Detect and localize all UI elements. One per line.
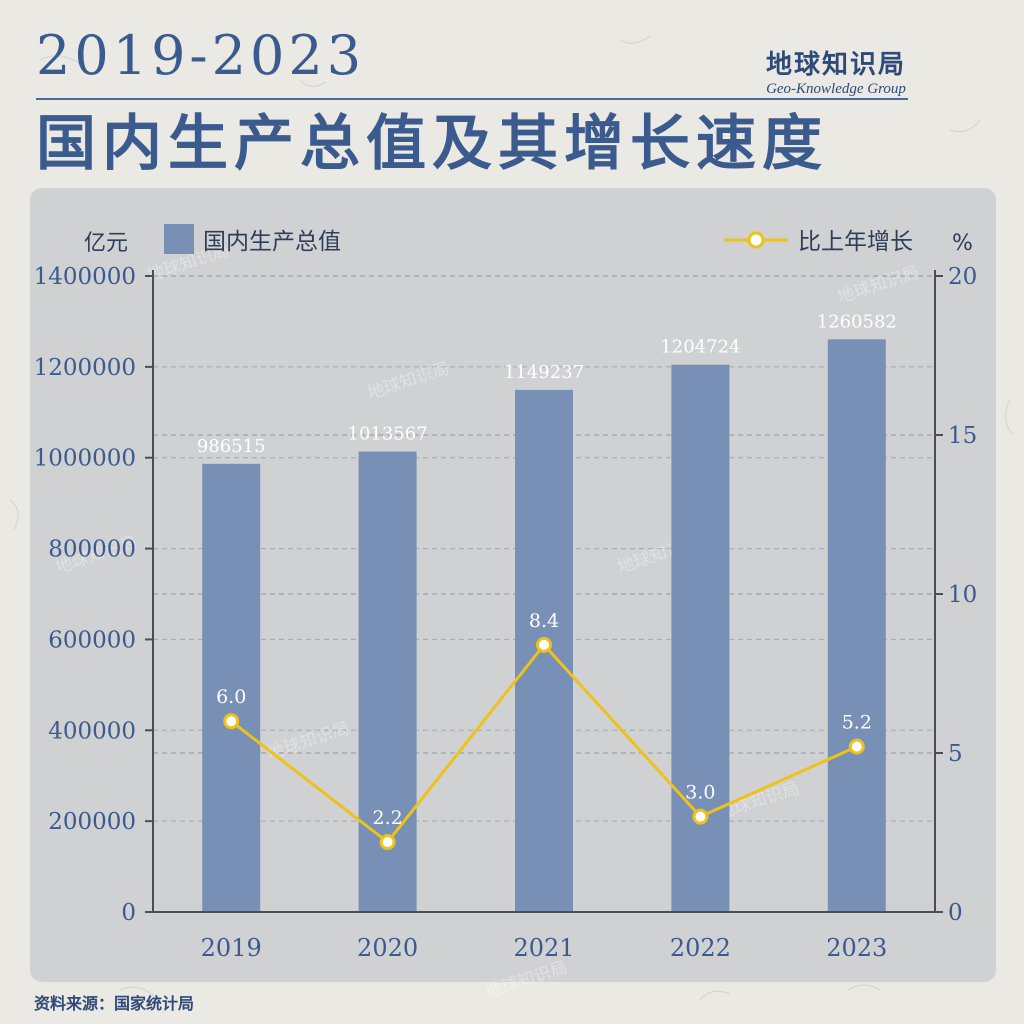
growth-point-2023 xyxy=(848,738,865,755)
legend-label-bar: 国内生产总值 xyxy=(203,229,341,255)
watermark-text: 地球知识局 xyxy=(483,958,570,1003)
left-tick-label: 1000000 xyxy=(34,446,136,472)
growth-point-2020 xyxy=(379,834,396,851)
bar-value-label: 1149237 xyxy=(504,362,584,383)
bar-value-label: 1013567 xyxy=(348,424,428,445)
title-years: 2019-2023 xyxy=(36,24,366,87)
watermark-text: 地球知识局 xyxy=(835,263,922,308)
left-axis-unit: 亿元 xyxy=(84,231,128,256)
left-tick-label: 400000 xyxy=(48,718,136,744)
title-divider xyxy=(36,98,908,100)
page-title: 国内生产总值及其增长速度 xyxy=(36,109,828,179)
growth-value-label: 3.0 xyxy=(685,782,715,804)
growth-value-label: 5.2 xyxy=(842,712,872,734)
growth-point-2022 xyxy=(692,808,709,825)
bar-2023 xyxy=(827,339,886,913)
growth-value-label: 8.4 xyxy=(529,610,559,632)
brand-logo: 地球知识局 Geo-Knowledge Group xyxy=(766,50,906,98)
growth-value-label: 6.0 xyxy=(216,686,246,708)
x-tick-label: 2023 xyxy=(826,934,887,962)
bar-value-label: 1260582 xyxy=(817,311,897,332)
right-tick-label: 5 xyxy=(948,741,963,767)
legend-swatch-bar xyxy=(164,224,194,254)
right-tick-label: 0 xyxy=(948,900,963,926)
right-tick-label: 15 xyxy=(948,423,977,449)
left-tick-label: 0 xyxy=(121,900,136,926)
right-tick-label: 20 xyxy=(948,264,977,290)
data-source: 资料来源：国家统计局 xyxy=(34,994,195,1013)
x-tick-label: 2020 xyxy=(357,934,418,962)
x-tick-label: 2021 xyxy=(513,934,574,962)
brand-name-en: Geo-Knowledge Group xyxy=(766,81,906,97)
bar-2019 xyxy=(202,463,261,912)
right-axis-unit: % xyxy=(952,231,973,256)
brand-name-cn: 地球知识局 xyxy=(765,50,906,80)
legend-label-line: 比上年增长 xyxy=(798,229,913,255)
left-tick-label: 800000 xyxy=(48,537,136,563)
bar-value-label: 1204724 xyxy=(660,337,740,358)
watermark-text: 地球知识局 xyxy=(365,359,452,404)
left-tick-label: 1400000 xyxy=(34,264,136,290)
bar-2022 xyxy=(671,364,730,913)
legend-swatch-marker xyxy=(747,231,765,249)
growth-point-2021 xyxy=(536,636,552,653)
left-tick-label: 600000 xyxy=(48,627,136,653)
growth-value-label: 2.2 xyxy=(372,807,402,829)
right-tick-label: 10 xyxy=(948,582,977,608)
x-tick-label: 2022 xyxy=(670,934,731,962)
x-tick-label: 2019 xyxy=(201,934,262,962)
bar-value-label: 986515 xyxy=(197,436,266,457)
left-tick-label: 200000 xyxy=(48,809,136,835)
growth-point-2019 xyxy=(223,713,240,730)
left-tick-label: 1200000 xyxy=(34,355,136,381)
